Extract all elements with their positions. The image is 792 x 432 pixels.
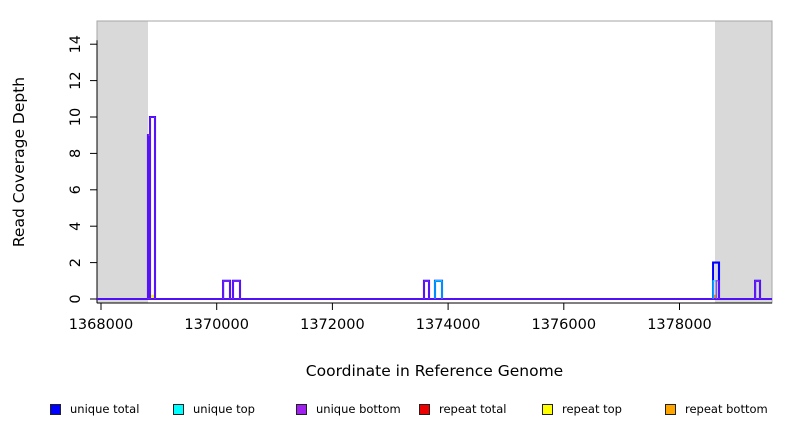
legend-item-repeat-total: repeat total (419, 402, 542, 416)
plot-box (96, 20, 773, 304)
x-axis-title: Coordinate in Reference Genome (306, 362, 563, 380)
legend-item-repeat-bottom: repeat bottom (665, 402, 788, 416)
x-tick-label: 1376000 (532, 317, 597, 333)
legend-swatch (173, 403, 184, 415)
series-unique-total (97, 115, 772, 301)
legend-swatch (50, 403, 61, 415)
shaded-region (97, 21, 148, 303)
legend-item-unique-total: unique total (50, 402, 173, 416)
series-unique-bottom (97, 116, 772, 300)
x-tick-label: 1374000 (416, 317, 481, 333)
y-tick-label: 8 (68, 149, 84, 158)
legend-swatch (419, 403, 430, 415)
plot-legend: unique total unique top unique bottom repea… (50, 396, 790, 422)
legend-label: unique top (193, 402, 255, 416)
legend-item-repeat-top: repeat top (542, 402, 665, 416)
legend-label: repeat total (439, 402, 507, 416)
y-tick-label: 14 (68, 35, 84, 53)
legend-label: repeat bottom (685, 402, 768, 416)
legend-swatch (296, 403, 307, 415)
y-axis-title: Read Coverage Depth (10, 77, 28, 247)
shaded-region (715, 21, 772, 303)
legend-swatch (542, 403, 553, 415)
x-tick-label: 1368000 (69, 317, 134, 333)
y-tick-label: 2 (68, 258, 84, 267)
coverage-plot: 1368000 1370000 1372000 1374000 1376000 13780… (10, 20, 773, 380)
x-tick-label: 1370000 (184, 317, 249, 333)
y-tick-label: 10 (68, 108, 84, 126)
y-tick-label: 4 (68, 222, 84, 231)
legend-item-unique-bottom: unique bottom (296, 402, 419, 416)
legend-label: repeat top (562, 402, 622, 416)
legend-item-unique-top: unique top (173, 402, 296, 416)
x-tick-label: 1372000 (300, 317, 365, 333)
legend-swatch (665, 403, 676, 415)
y-tick-label: 0 (68, 294, 84, 303)
legend-label: unique total (70, 402, 140, 416)
y-tick-label: 6 (68, 185, 84, 194)
series-unique-top (97, 280, 772, 300)
x-tick-label: 1378000 (647, 317, 712, 333)
legend-label: unique bottom (316, 402, 401, 416)
y-tick-label: 12 (68, 71, 84, 89)
